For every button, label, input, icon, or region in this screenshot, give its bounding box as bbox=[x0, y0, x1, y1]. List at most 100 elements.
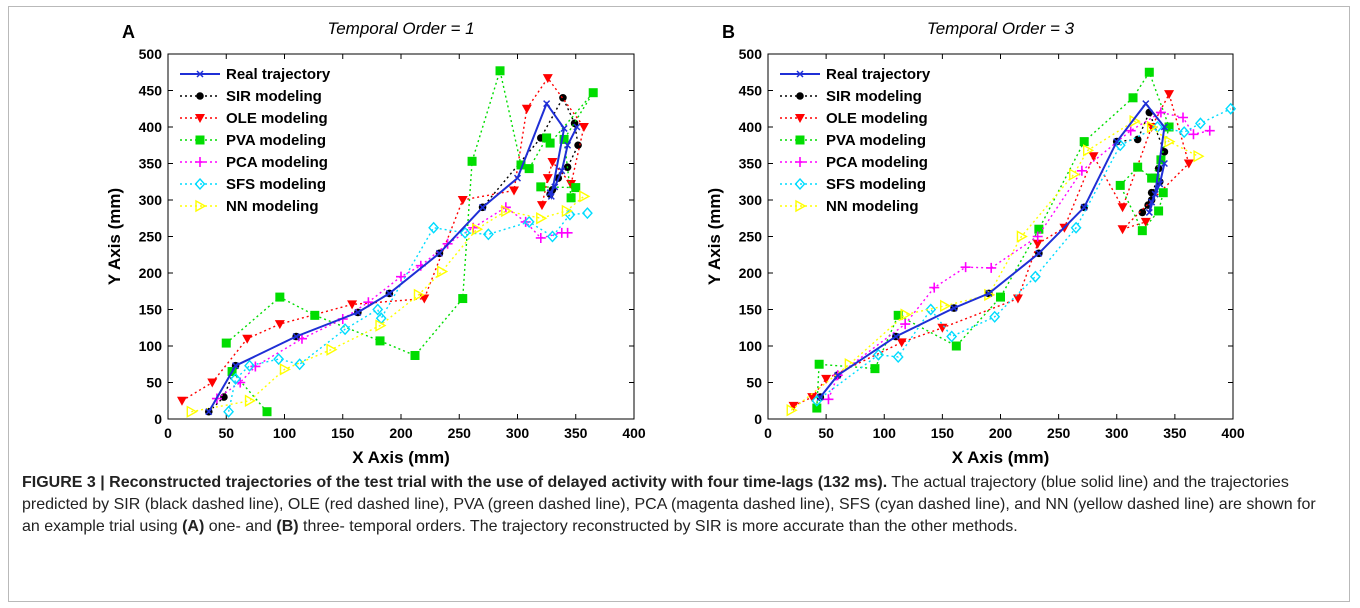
point-ole bbox=[1117, 225, 1128, 235]
series-sir bbox=[816, 108, 1169, 401]
point-ole bbox=[547, 158, 558, 168]
point-sir bbox=[220, 393, 228, 401]
point-sir bbox=[574, 141, 582, 150]
point-ole bbox=[1012, 294, 1023, 304]
point-pva bbox=[410, 350, 420, 360]
point-real bbox=[892, 332, 900, 341]
point-real bbox=[1145, 208, 1153, 216]
caption-text-2: one- and bbox=[204, 518, 277, 535]
point-sfs bbox=[339, 323, 351, 336]
legend-marker-real bbox=[796, 70, 804, 78]
point-real bbox=[543, 100, 551, 108]
point-pva bbox=[458, 294, 468, 304]
point-sfs bbox=[273, 353, 285, 366]
point-sfs bbox=[811, 394, 823, 407]
legend-marker-sfs bbox=[794, 177, 806, 191]
point-real bbox=[1160, 159, 1168, 168]
point-real bbox=[1156, 180, 1164, 188]
point-pva bbox=[588, 88, 598, 98]
legend-label-sir: SIR modeling bbox=[226, 88, 322, 105]
point-pva bbox=[375, 336, 385, 346]
y-tick-label: 400 bbox=[739, 119, 763, 135]
point-ole bbox=[937, 323, 948, 333]
point-nn bbox=[1016, 230, 1028, 243]
point-sfs bbox=[1195, 117, 1206, 130]
point-nn bbox=[413, 288, 425, 302]
point-nn bbox=[579, 190, 591, 203]
point-sfs bbox=[294, 358, 306, 371]
point-sfs bbox=[244, 359, 255, 372]
legend-marker-pva bbox=[195, 135, 205, 145]
legend-marker-real bbox=[196, 70, 204, 78]
point-nn bbox=[501, 204, 513, 218]
y-tick-label: 300 bbox=[739, 192, 763, 208]
caption-title: Reconstructed trajectories of the test t… bbox=[109, 474, 888, 491]
point-sfs bbox=[223, 405, 235, 418]
legend-label-sfs: SFS modeling bbox=[226, 176, 326, 193]
point-sir bbox=[559, 94, 567, 102]
point-sfs bbox=[547, 230, 558, 243]
point-nn bbox=[186, 405, 198, 418]
point-nn bbox=[1146, 120, 1159, 134]
panel-b: 0 50 100 150 200 250 300 350 400 0 50 100 150 200 250 3… bbox=[705, 19, 1245, 467]
point-nn bbox=[1069, 168, 1081, 181]
series-real bbox=[205, 100, 581, 416]
series-line-pca bbox=[216, 206, 568, 400]
point-real bbox=[1080, 203, 1088, 211]
point-ole bbox=[1140, 217, 1151, 227]
legend-label-ole: OLE modeling bbox=[826, 110, 928, 127]
legend-label-real: Real trajectory bbox=[826, 66, 931, 83]
legend-label-sfs: SFS modeling bbox=[826, 176, 926, 193]
point-sir bbox=[1138, 208, 1147, 217]
point-pva bbox=[542, 133, 552, 143]
legend-marker-pva bbox=[795, 135, 805, 145]
series-nn bbox=[186, 190, 591, 418]
legend-marker-sir bbox=[796, 92, 804, 100]
point-pva bbox=[996, 292, 1005, 302]
point-real bbox=[950, 304, 958, 312]
caption-ref-b: (B) bbox=[276, 518, 299, 535]
legend-marker-nn bbox=[195, 199, 207, 213]
y-tick-label: 0 bbox=[754, 411, 762, 427]
point-ole bbox=[509, 186, 520, 196]
point-pca bbox=[929, 282, 940, 293]
point-pva bbox=[566, 193, 576, 203]
point-sfs bbox=[482, 228, 494, 241]
x-tick-label: 400 bbox=[622, 425, 646, 441]
legend: Real trajectory SIR modeling OLE modeling P… bbox=[180, 66, 331, 215]
y-tick-label: 250 bbox=[139, 229, 163, 245]
series-line-ole bbox=[181, 76, 585, 402]
point-pva bbox=[1079, 137, 1089, 147]
x-tick-label: 100 bbox=[273, 425, 297, 441]
point-real bbox=[435, 249, 443, 257]
panel-label: A bbox=[122, 22, 135, 42]
series-sfs bbox=[811, 102, 1237, 407]
legend-marker-ole bbox=[195, 114, 205, 123]
legend-marker-pca bbox=[195, 157, 205, 167]
point-nn bbox=[244, 394, 256, 407]
point-sfs bbox=[1114, 139, 1126, 152]
caption-text-1: The actual trajectory (blue solid line) … bbox=[22, 474, 1316, 535]
point-pva bbox=[1150, 173, 1160, 183]
point-real bbox=[479, 203, 487, 211]
point-pva bbox=[893, 310, 903, 320]
legend-label-pca: PCA modeling bbox=[226, 154, 328, 171]
series-line-nn bbox=[191, 195, 585, 413]
point-pca bbox=[900, 319, 911, 330]
point-nn bbox=[561, 204, 573, 218]
x-tick-label: 200 bbox=[389, 425, 413, 441]
y-tick-label: 250 bbox=[739, 229, 763, 245]
point-nn bbox=[900, 308, 912, 321]
x-axis-label: X Axis (mm) bbox=[352, 448, 450, 467]
point-nn bbox=[536, 212, 548, 225]
figure-charts: 0 50 100 150 200 250 300 350 400 0 50 100 150 200 250 3… bbox=[105, 19, 1245, 467]
point-pva bbox=[870, 364, 880, 374]
point-nn bbox=[1193, 150, 1205, 163]
point-pva bbox=[1128, 93, 1138, 103]
y-tick-label: 50 bbox=[146, 375, 162, 391]
point-pva bbox=[559, 134, 569, 144]
point-pva bbox=[812, 403, 822, 413]
x-tick-label: 250 bbox=[1047, 425, 1071, 441]
y-tick-label: 450 bbox=[739, 83, 763, 99]
series-real bbox=[816, 100, 1168, 401]
